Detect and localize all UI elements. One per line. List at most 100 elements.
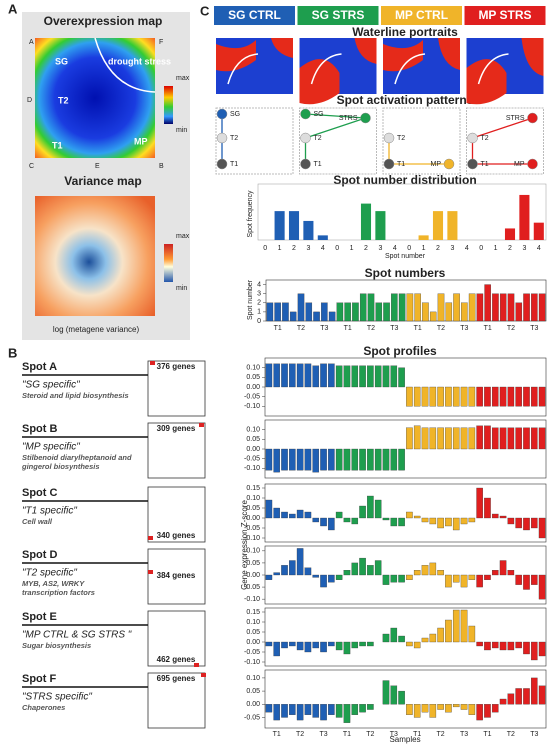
bar — [533, 222, 544, 240]
bar — [359, 293, 367, 322]
bar — [538, 574, 546, 600]
bar — [320, 641, 327, 653]
bar — [367, 641, 374, 647]
bar — [304, 448, 312, 471]
bar — [429, 427, 437, 450]
bar — [515, 427, 522, 450]
bar — [336, 302, 344, 322]
y-tick-label: 3 — [257, 291, 261, 298]
bar — [382, 680, 390, 705]
region-label: MP — [134, 136, 148, 146]
y-axis-label: Gene expression Z-score — [240, 500, 249, 590]
corner-label: E — [95, 163, 100, 170]
x-tick-label: 3 — [378, 245, 382, 252]
scale-label: min — [176, 285, 187, 292]
portrait-arrow — [227, 53, 259, 85]
bar — [437, 517, 444, 529]
bar — [328, 517, 335, 531]
y-tick-label: -0.10 — [244, 465, 260, 472]
bar — [390, 574, 398, 583]
bar — [375, 302, 383, 322]
y-tick-label: 0.10 — [246, 675, 260, 682]
bar — [491, 386, 499, 407]
gene-box — [147, 360, 206, 417]
bar — [367, 293, 375, 322]
bar — [499, 386, 507, 407]
bar — [367, 365, 374, 388]
bar — [374, 560, 382, 576]
spot-description: "SG specific" — [22, 380, 80, 391]
region-label: T2 — [58, 95, 69, 105]
pattern-node — [300, 108, 311, 120]
x-tick-label: T1 — [343, 731, 351, 738]
y-tick-label: 0.10 — [246, 427, 260, 434]
y-tick-label: 0.05 — [246, 505, 260, 512]
bar — [418, 235, 429, 240]
x-tick-label: 2 — [292, 245, 296, 252]
bar — [445, 619, 452, 643]
bar — [312, 641, 320, 649]
bar — [390, 517, 398, 527]
bar — [507, 427, 515, 450]
bar — [445, 704, 452, 713]
bar — [359, 704, 366, 713]
bar — [304, 641, 312, 653]
bar — [383, 302, 390, 322]
bar — [468, 574, 476, 580]
bar — [289, 513, 296, 519]
x-tick-label: T2 — [366, 731, 374, 738]
x-tick-label: 4 — [321, 245, 325, 252]
condition-label: SG STRS — [312, 8, 365, 22]
map-title: Variance map — [64, 174, 141, 188]
bar — [375, 211, 386, 240]
y-tick-label: -0.05 — [244, 584, 260, 591]
bar — [476, 487, 483, 519]
bar — [437, 386, 444, 407]
bar — [328, 311, 336, 322]
y-tick-label: 0.10 — [246, 365, 260, 372]
x-tick-label: 3 — [522, 245, 526, 252]
bar — [452, 427, 460, 450]
bar — [335, 574, 343, 580]
x-tick-label: 2 — [436, 245, 440, 252]
bar — [367, 565, 374, 576]
pattern-label: T1 — [481, 161, 489, 168]
bar — [413, 515, 421, 519]
condition-label: MP CTRL — [395, 8, 448, 22]
bar — [335, 448, 343, 471]
bar — [312, 574, 320, 578]
bar — [265, 704, 273, 713]
bar — [504, 228, 516, 240]
bar — [468, 625, 476, 643]
y-tick-label: -0.05 — [244, 649, 260, 656]
bar — [452, 704, 460, 708]
bar — [390, 365, 398, 388]
bar — [468, 517, 476, 523]
bar — [288, 211, 300, 240]
y-tick-label: 0.05 — [246, 688, 260, 695]
bar — [266, 302, 274, 322]
bar — [476, 386, 483, 407]
x-tick-label: T2 — [296, 731, 304, 738]
bar — [344, 302, 351, 322]
corner-label: B — [159, 163, 164, 170]
x-tick-label: T1 — [413, 731, 421, 738]
spot-marker — [199, 423, 204, 427]
spot-description: "T2 specific" — [22, 568, 77, 579]
bar — [437, 704, 444, 710]
bar — [398, 293, 406, 322]
plot-frame — [257, 183, 547, 241]
bar — [538, 293, 546, 322]
x-axis-label: Samples — [389, 735, 420, 744]
bar — [289, 560, 296, 576]
bar — [461, 302, 468, 322]
bar — [352, 302, 359, 322]
bar — [499, 698, 507, 705]
chart-title: Spot number distribution — [333, 173, 476, 187]
x-tick-label: T2 — [297, 325, 305, 332]
bar — [359, 641, 366, 647]
bar — [460, 609, 468, 643]
bar — [398, 574, 405, 583]
spot-detail: Steroid and lipid biosynthesis — [22, 391, 129, 400]
bar — [437, 427, 444, 450]
